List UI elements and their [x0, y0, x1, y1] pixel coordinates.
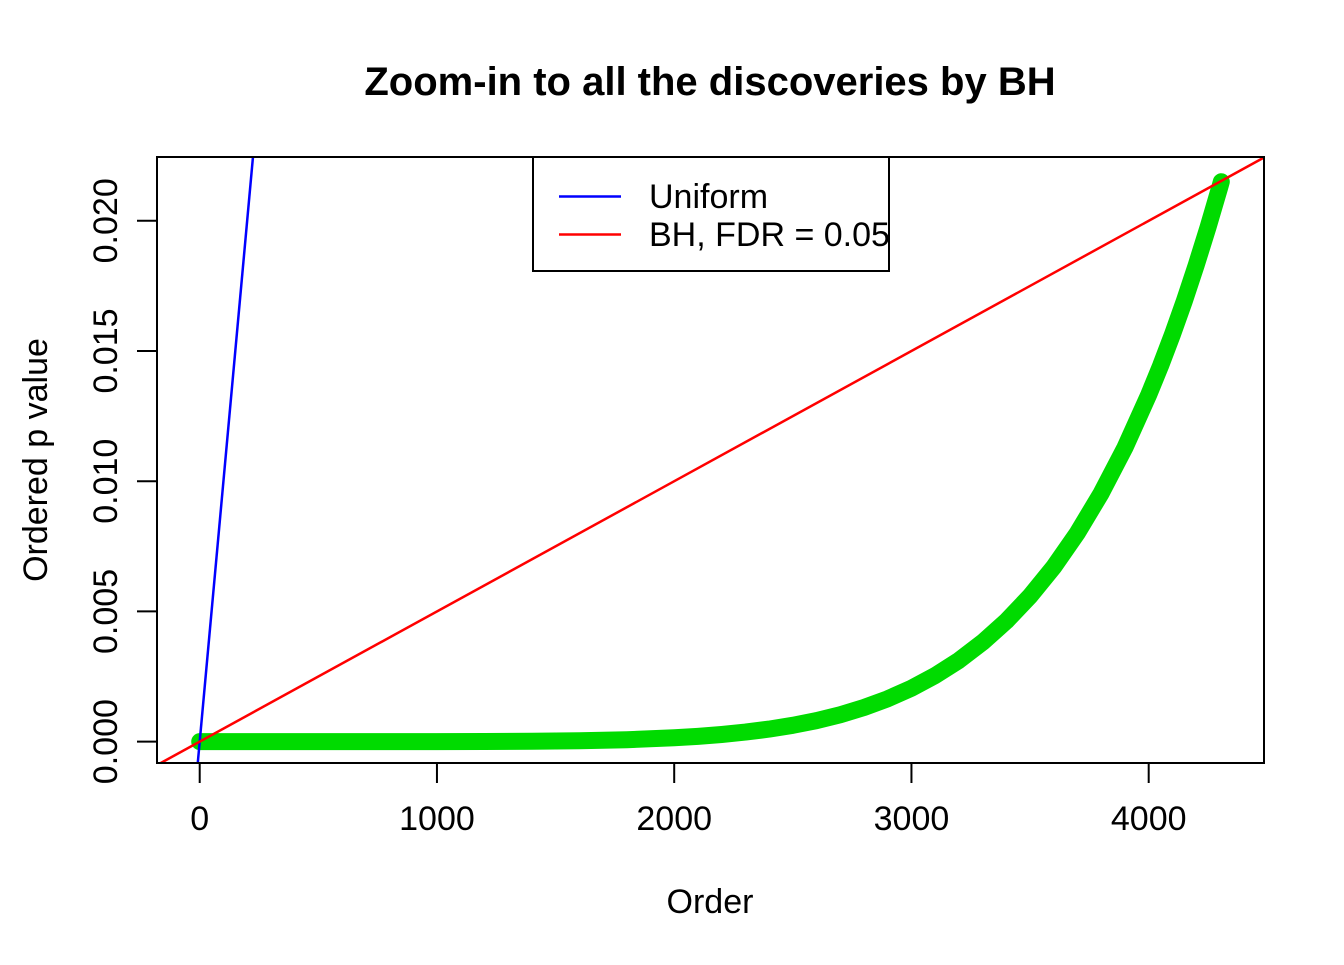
y-axis-label: Ordered p value: [17, 338, 55, 582]
series-ordered-p-values-of-BH-discoveries: [191, 173, 1230, 751]
legend: Uniform BH, FDR = 0.05: [532, 156, 890, 272]
y-tick-label: 0.010: [87, 439, 125, 524]
y-tick-label: 0.005: [87, 569, 125, 654]
x-tick-label: 3000: [874, 800, 950, 838]
x-tick-label: 1000: [399, 800, 475, 838]
y-tick-label: 0.015: [87, 308, 125, 393]
y-tick-label: 0.000: [87, 699, 125, 784]
chart-title: Zoom-in to all the discoveries by BH: [364, 60, 1055, 104]
x-tick-label: 2000: [636, 800, 712, 838]
x-tick-label: 4000: [1111, 800, 1187, 838]
legend-label-bh: BH, FDR = 0.05: [649, 216, 890, 254]
y-tick-label: 0.020: [87, 178, 125, 263]
series-BH, FDR = 0.05: [160, 156, 1265, 765]
legend-label-uniform: Uniform: [649, 178, 768, 216]
series-Uniform: [196, 156, 255, 764]
axes: 0 1000 2000 3000 4000 0.000 0.005 0.010 0.015 0.0…: [87, 178, 1187, 838]
legend-box: [532, 156, 890, 272]
x-tick-label: 0: [190, 800, 209, 838]
x-axis-label: Order: [667, 883, 754, 921]
series-layer: [160, 156, 1265, 765]
